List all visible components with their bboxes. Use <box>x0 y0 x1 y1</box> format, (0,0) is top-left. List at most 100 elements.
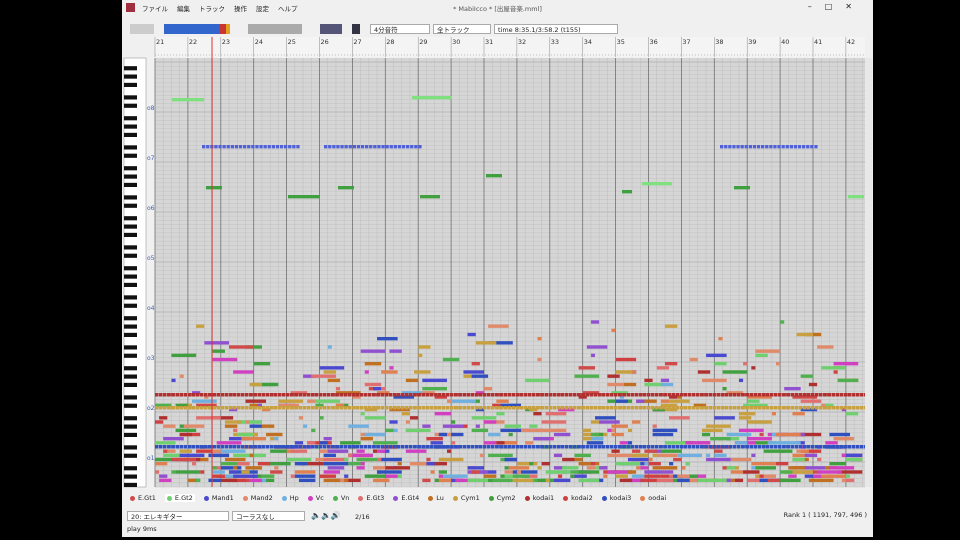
instrument-select[interactable]: 20: エレキギター <box>127 511 229 521</box>
note <box>245 393 249 397</box>
window-controls[interactable]: –□✕ <box>807 2 865 11</box>
note <box>593 393 597 397</box>
note <box>708 445 712 449</box>
note <box>802 145 806 149</box>
note <box>183 424 205 428</box>
note <box>683 393 688 397</box>
measure-label: 38 <box>715 38 723 46</box>
note <box>155 403 172 408</box>
note <box>794 445 798 449</box>
measure-label: 22 <box>189 38 197 46</box>
track-tab[interactable]: Vc <box>307 494 324 502</box>
note <box>606 393 610 397</box>
note <box>208 393 212 397</box>
menu-item[interactable]: ファイル <box>142 5 168 13</box>
note <box>589 406 593 410</box>
note <box>642 406 647 410</box>
measure-label: 40 <box>781 38 789 46</box>
black-key <box>124 395 137 400</box>
black-key <box>124 245 137 250</box>
note <box>720 406 725 410</box>
note-length-select[interactable]: 4分音符 <box>370 24 430 34</box>
track-color <box>358 495 364 501</box>
note <box>396 445 401 449</box>
note <box>204 406 208 410</box>
track-tab[interactable]: kodai3 <box>601 494 631 502</box>
note <box>789 145 793 149</box>
black-key <box>124 424 137 429</box>
time-select[interactable]: time 8:35.1/3:58.2 (t155) <box>494 24 618 34</box>
note <box>570 474 587 478</box>
note <box>191 393 196 397</box>
track-tab[interactable]: E.Gt4 <box>393 494 419 502</box>
octave-label: o6 <box>147 205 155 212</box>
note <box>761 445 766 449</box>
note <box>492 478 513 483</box>
note <box>733 393 737 397</box>
note <box>611 328 616 333</box>
note <box>590 320 600 324</box>
note <box>692 393 696 397</box>
note <box>837 378 859 383</box>
note <box>860 406 864 410</box>
note <box>233 370 254 374</box>
note <box>499 445 503 449</box>
note <box>503 393 507 397</box>
track-tab[interactable]: Mand2 <box>242 494 273 502</box>
track-tab[interactable]: Vn <box>332 494 349 502</box>
note <box>679 393 684 397</box>
track-tab[interactable]: Lu <box>428 494 444 502</box>
note <box>324 145 328 149</box>
note <box>245 445 249 449</box>
menu-item[interactable]: 操作 <box>234 5 247 13</box>
note <box>562 407 575 412</box>
menu-item[interactable]: 編集 <box>177 5 190 13</box>
note <box>466 393 470 397</box>
effect-select[interactable]: コーラスなし <box>232 511 305 521</box>
note <box>683 445 688 449</box>
note <box>204 445 208 449</box>
note <box>212 416 234 420</box>
piano-roll[interactable]: o8 o7 o6 o5 o4 o3 o2 o1 21 22 23 24 25 26 27 28 29 30 31 32… <box>122 37 873 489</box>
toolbar-icons[interactable] <box>130 24 360 34</box>
menu-item[interactable]: トラック <box>199 5 225 13</box>
volume-icons[interactable]: 🔈🔉🔊 <box>311 511 341 520</box>
note <box>327 466 345 470</box>
note <box>819 445 823 449</box>
note <box>590 437 604 441</box>
menu-item[interactable]: ヘルプ <box>278 5 298 13</box>
track-tab[interactable]: kodai1 <box>524 494 554 502</box>
track-tab[interactable]: Cym1 <box>452 494 480 502</box>
track-tab[interactable]: Cym2 <box>488 494 516 502</box>
track-tab[interactable]: Mand1 <box>203 494 234 502</box>
note <box>496 399 509 403</box>
black-key <box>124 124 137 129</box>
note <box>837 470 863 474</box>
note <box>327 345 332 349</box>
track-name: E.Gt2 <box>174 494 193 502</box>
menu-item[interactable]: 設定 <box>256 5 269 13</box>
track-tab[interactable]: kodai2 <box>563 494 593 502</box>
note <box>622 393 626 397</box>
note <box>483 393 487 397</box>
note <box>747 395 772 399</box>
note <box>565 445 569 449</box>
track-filter-select[interactable]: 全トラック <box>433 24 491 34</box>
track-tab[interactable]: oodai <box>640 494 666 502</box>
black-key <box>124 266 137 271</box>
note <box>389 349 402 353</box>
track-tab[interactable]: E.Gt1 <box>130 494 156 502</box>
note <box>751 462 776 466</box>
note <box>171 353 197 358</box>
note <box>808 478 834 483</box>
track-tab[interactable]: E.Gt2 <box>164 494 195 502</box>
track-tab[interactable]: Hp <box>281 494 299 502</box>
black-key <box>124 382 137 387</box>
note <box>488 341 513 345</box>
note <box>524 445 528 449</box>
track-tab[interactable]: E.Gt3 <box>358 494 384 502</box>
track-name: Cym2 <box>496 494 516 502</box>
note <box>512 478 534 483</box>
note <box>155 441 176 445</box>
note <box>601 445 606 449</box>
